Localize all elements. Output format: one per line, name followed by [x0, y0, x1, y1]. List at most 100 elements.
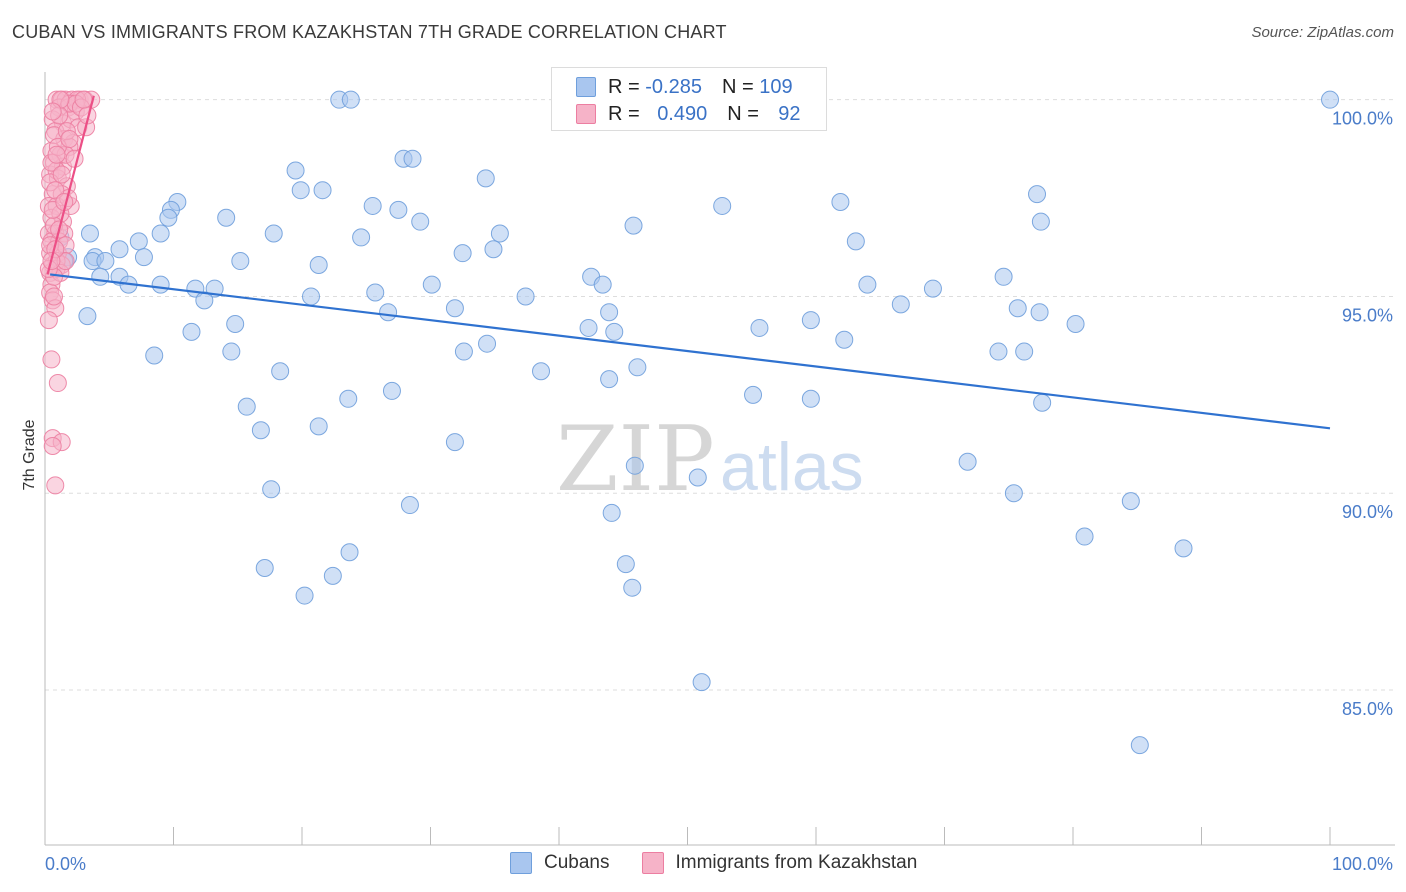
bottom-legend-swatch-pink: [641, 852, 664, 874]
cubans-point: [295, 586, 314, 605]
cubans-point: [605, 322, 624, 341]
cubans-point: [271, 362, 290, 381]
cubans-point: [713, 196, 732, 215]
cubans-point: [490, 224, 509, 243]
kazakhstan-point: [43, 437, 62, 456]
cubans-point: [958, 452, 977, 471]
cubans-point: [222, 342, 241, 361]
cubans-point: [411, 212, 430, 231]
cubans-point: [217, 208, 236, 227]
cubans-point: [134, 248, 153, 267]
cubans-point: [352, 228, 371, 247]
cubans-point: [1030, 303, 1049, 322]
cubans-point: [1015, 342, 1034, 361]
legend-swatch-blue: [576, 77, 596, 97]
cubans-point: [309, 417, 328, 436]
cubans-point: [1321, 90, 1339, 109]
cubans-point: [1075, 527, 1094, 546]
cubans-point: [616, 555, 635, 574]
bottom-legend-swatch-blue: [510, 852, 532, 874]
cubans-point: [801, 311, 820, 330]
y-tick-label: 95.0%: [1342, 305, 1393, 325]
bottom-legend-kazakhstan: Immigrants from Kazakhstan: [641, 852, 917, 874]
cubans-point: [1130, 736, 1149, 755]
cubans-point: [625, 456, 644, 475]
kazakhstan-points: [39, 90, 101, 495]
kazakhstan-point: [48, 374, 67, 393]
cubans-point: [226, 315, 245, 334]
cubans-point: [801, 389, 820, 408]
gridlines: [45, 99, 1395, 691]
cubans-point: [264, 224, 283, 243]
bottom-legend-cubans: Cubans: [510, 852, 610, 874]
x-tick-label: 100.0%: [1332, 854, 1393, 874]
cubans-point: [363, 196, 382, 215]
cubans-point: [1121, 492, 1140, 511]
x-tick-label: 0.0%: [45, 854, 86, 874]
cubans-point: [516, 287, 535, 306]
kazakhstan-point: [42, 350, 61, 369]
kazakhstan-trend-line: [46, 95, 95, 275]
bottom-legend: Cubans Immigrants from Kazakhstan: [510, 852, 949, 874]
cubans-point: [1004, 484, 1023, 503]
cubans-point: [1174, 539, 1193, 558]
cubans-point: [744, 385, 763, 404]
watermark-atlas: atlas: [720, 429, 864, 505]
bottom-legend-label: Cubans: [544, 852, 610, 873]
legend-swatch-pink: [576, 104, 596, 124]
cubans-point: [628, 358, 647, 377]
cubans-point: [831, 193, 850, 212]
kazakhstan-point: [44, 287, 63, 306]
cubans-point: [445, 433, 464, 452]
kazakhstan-point: [65, 149, 84, 168]
cubans-point: [379, 303, 398, 322]
cubans-point: [129, 232, 148, 251]
watermark: ZIP atlas: [556, 407, 864, 512]
cubans-point: [251, 421, 270, 440]
cubans-point: [145, 346, 164, 365]
cubans-point: [313, 181, 332, 200]
y-tick-label: 85.0%: [1342, 699, 1393, 719]
cubans-point: [231, 252, 250, 271]
cubans-point: [478, 334, 497, 353]
cubans-point: [484, 240, 503, 259]
legend-row-kazakhstan: R = 0.490 N = 92: [576, 101, 801, 127]
cubans-point: [688, 468, 707, 487]
cubans-point: [445, 299, 464, 318]
kazakhstan-point: [46, 476, 65, 495]
cubans-point: [602, 503, 621, 522]
cubans-point: [78, 307, 97, 326]
cubans-point: [182, 322, 201, 341]
cubans-point: [80, 224, 99, 243]
cubans-point: [366, 283, 385, 302]
cubans-point: [422, 275, 441, 294]
source-label: Source: ZipAtlas.com: [1251, 24, 1394, 41]
cubans-point: [1033, 393, 1052, 412]
cubans-point: [301, 287, 320, 306]
legend-n-label: N =: [721, 75, 760, 98]
chart-title: CUBAN VS IMMIGRANTS FROM KAZAKHSTAN 7TH …: [12, 22, 727, 42]
y-tick-label: 90.0%: [1342, 502, 1393, 522]
kazakhstan-point: [60, 130, 79, 149]
cubans-point: [593, 275, 612, 294]
cubans-point: [1008, 299, 1027, 318]
kazakhstan-point: [39, 311, 58, 330]
cubans-point: [339, 389, 358, 408]
cubans-point: [750, 318, 769, 337]
legend-n-value: 92: [778, 102, 801, 125]
legend-r-label: R =: [608, 75, 646, 98]
kazakhstan-point: [47, 145, 66, 164]
cubans-point: [858, 275, 877, 294]
cubans-point: [1066, 315, 1085, 334]
stats-legend: R = -0.285 N = 109 R = 0.490 N = 92: [551, 67, 827, 131]
legend-n-value: 109: [759, 75, 793, 98]
y-tick-label: 100.0%: [1332, 109, 1393, 129]
cubans-point: [96, 252, 115, 271]
y-axis-label: 7th Grade: [21, 419, 38, 490]
cubans-point: [159, 208, 178, 227]
legend-row-cubans: R = -0.285 N = 109: [576, 74, 793, 100]
cubans-point: [151, 224, 170, 243]
cubans-point: [262, 480, 281, 499]
cubans-point: [624, 216, 643, 235]
